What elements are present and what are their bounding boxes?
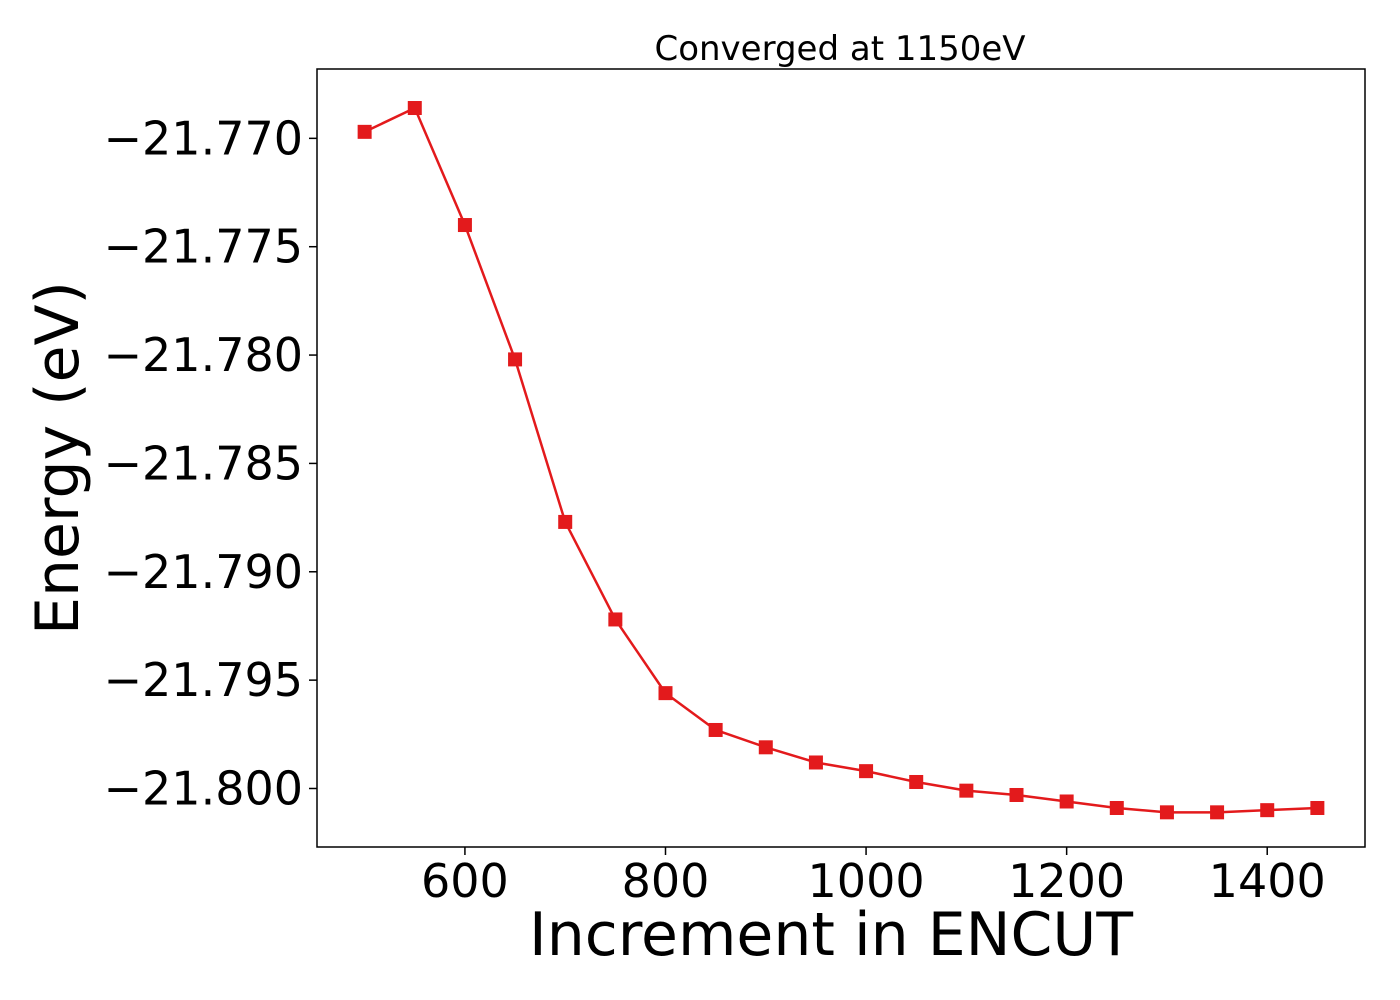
y-tick-label: −21.780 [104,328,304,382]
plot-area [357,101,1325,820]
data-point [658,686,673,701]
x-axis: 600 800 1000 1200 1400 [421,847,1326,908]
data-point [1260,803,1275,818]
x-tick-label: 600 [421,854,509,908]
data-point [457,218,472,233]
y-tick-label: −21.775 [104,220,304,274]
y-tick-label: −21.795 [104,653,304,707]
y-tick-label: −21.800 [104,761,304,815]
data-point [959,783,974,798]
data-point [1210,805,1225,820]
data-point [357,124,372,139]
plot-frame [316,68,1366,848]
x-axis-label: Increment in ENCUT [529,900,1133,970]
data-point [758,740,773,755]
x-tick-label: 1000 [808,854,925,908]
data-point [708,722,723,737]
data-point [1109,800,1124,815]
x-tick-label: 1200 [1008,854,1125,908]
chart-title: Converged at 1150eV [654,29,1025,69]
series-line [364,106,1318,814]
y-tick-label: −21.770 [104,111,304,165]
data-point [407,101,422,116]
data-point [558,514,573,529]
x-tick-label: 800 [622,854,710,908]
y-tick-label: −21.785 [104,436,304,490]
x-tick-label: 1400 [1209,854,1326,908]
data-point [1159,805,1174,820]
y-axis: −21.770 −21.775 −21.780 −21.785 −21.790 −21.7… [104,111,317,815]
data-point [909,774,924,789]
data-point [1009,787,1024,802]
y-axis-label: Energy (eV) [23,281,93,635]
data-point [608,612,623,627]
data-point [508,352,523,367]
data-point [859,764,874,779]
y-tick-label: −21.790 [104,545,304,599]
data-point [1059,794,1074,809]
data-point [1310,800,1325,815]
data-point [808,755,823,770]
